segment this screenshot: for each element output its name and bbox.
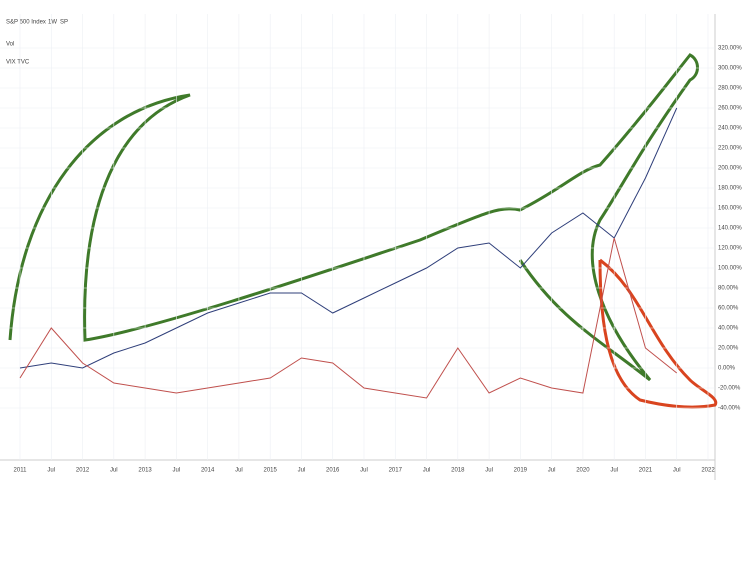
y-tick-label: 80.00% bbox=[718, 286, 739, 292]
y-tick-label: 160.00% bbox=[718, 206, 742, 212]
y-tick-label: -20.00% bbox=[718, 386, 741, 392]
y-tick-label: 300.00% bbox=[718, 66, 742, 72]
x-tick-label: Jul bbox=[423, 468, 431, 474]
y-tick-label: 200.00% bbox=[718, 166, 742, 172]
overlay-label: VIX TVC bbox=[6, 60, 30, 66]
y-tick-label: 140.00% bbox=[718, 226, 742, 232]
interval: 1W bbox=[48, 20, 57, 26]
y-tick-label: 20.00% bbox=[718, 346, 739, 352]
volume-label: Vol bbox=[6, 42, 14, 48]
symbol: S&P 500 Index bbox=[6, 20, 46, 26]
exchange: SP bbox=[60, 20, 68, 26]
y-tick-label: -40.00% bbox=[718, 406, 741, 412]
x-tick-label: Jul bbox=[673, 468, 681, 474]
y-tick-label: 100.00% bbox=[718, 266, 742, 272]
x-tick-label: 2019 bbox=[514, 468, 528, 474]
y-tick-label: 320.00% bbox=[718, 46, 742, 52]
x-tick-label: 2015 bbox=[264, 468, 278, 474]
y-tick-label: 0.00% bbox=[718, 366, 736, 372]
x-tick-label: Jul bbox=[235, 468, 243, 474]
x-tick-label: 2011 bbox=[14, 468, 28, 474]
x-tick-label: Jul bbox=[298, 468, 306, 474]
x-tick-label: 2016 bbox=[326, 468, 340, 474]
x-tick-label: 2018 bbox=[451, 468, 465, 474]
y-tick-label: 120.00% bbox=[718, 246, 742, 252]
x-tick-label: 2017 bbox=[389, 468, 403, 474]
y-tick-label: 260.00% bbox=[718, 106, 742, 112]
x-tick-label: 2022 bbox=[701, 468, 715, 474]
y-tick-label: 240.00% bbox=[718, 126, 742, 132]
x-tick-label: Jul bbox=[548, 468, 556, 474]
y-tick-label: 40.00% bbox=[718, 326, 739, 332]
x-tick-label: Jul bbox=[485, 468, 493, 474]
x-tick-label: Jul bbox=[610, 468, 618, 474]
x-tick-label: 2014 bbox=[201, 468, 215, 474]
x-tick-label: Jul bbox=[173, 468, 181, 474]
chart-panel bbox=[0, 12, 750, 480]
x-tick-label: 2013 bbox=[138, 468, 152, 474]
x-tick-label: Jul bbox=[110, 468, 118, 474]
series-line bbox=[19, 237, 678, 399]
y-tick-label: 60.00% bbox=[718, 306, 739, 312]
x-tick-label: Jul bbox=[47, 468, 55, 474]
x-tick-label: Jul bbox=[360, 468, 368, 474]
y-tick-label: 220.00% bbox=[718, 146, 742, 152]
x-tick-label: 2012 bbox=[76, 468, 90, 474]
x-tick-label: 2021 bbox=[639, 468, 653, 474]
y-tick-label: 280.00% bbox=[718, 86, 742, 92]
series-line bbox=[19, 107, 678, 369]
y-tick-label: 180.00% bbox=[718, 186, 742, 192]
decoration bbox=[598, 258, 718, 409]
x-tick-label: 2020 bbox=[576, 468, 590, 474]
